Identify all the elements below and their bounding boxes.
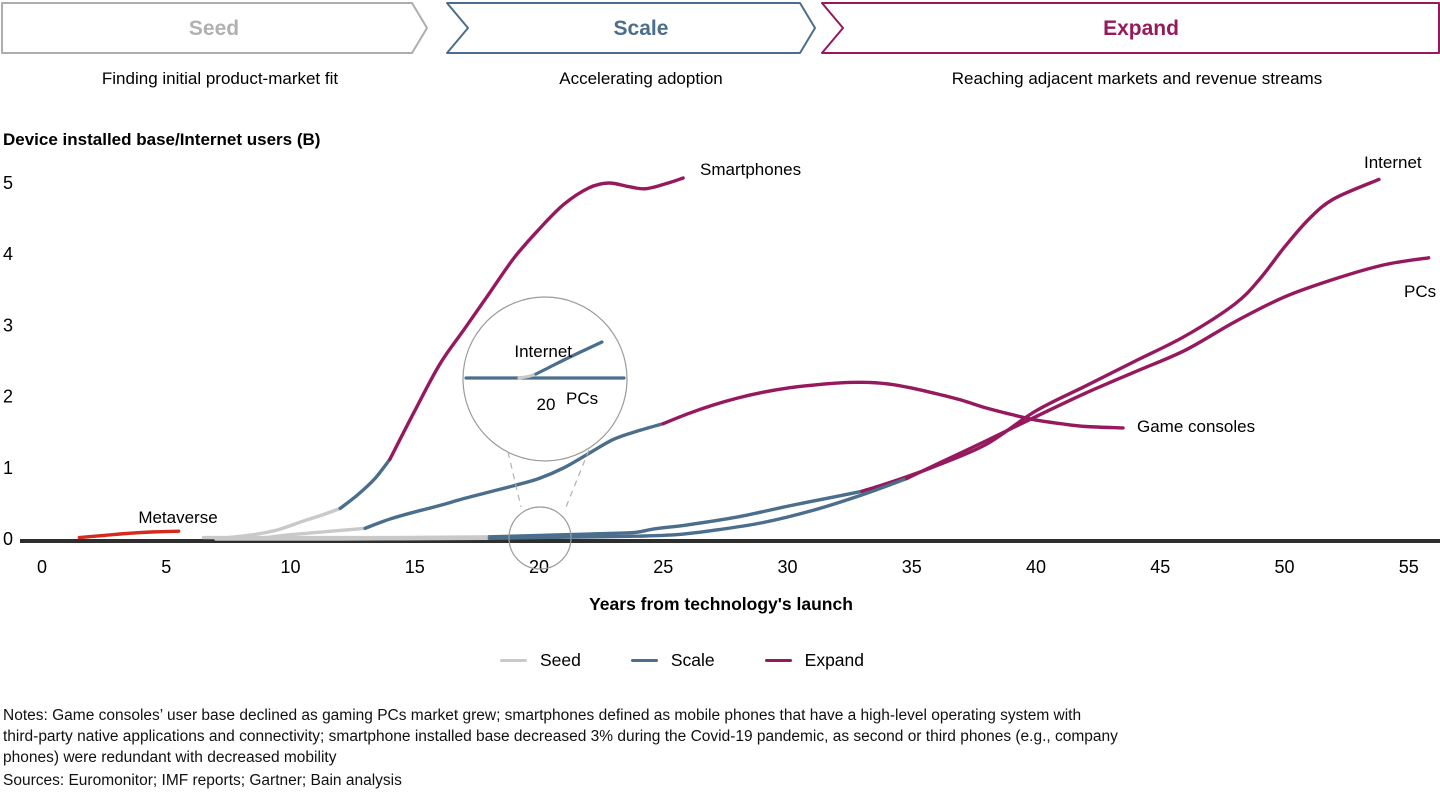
scale-phase-description: Accelerating adoption [559, 69, 723, 88]
y-tick-3: 3 [3, 315, 13, 335]
y-tick-1: 1 [3, 458, 13, 478]
x-tick-20: 20 [529, 557, 549, 577]
pcs-label: PCs [1404, 282, 1436, 301]
x-tick-10: 10 [280, 557, 300, 577]
legend: Seed Scale Expand [500, 650, 864, 671]
legend-item-expand: Expand [764, 650, 865, 671]
chart-canvas: 0 5 10 15 20 25 30 35 40 45 50 55012345InternetPCs2… [3, 153, 1440, 577]
notes-line: Notes: Game consoles’ user base declined… [3, 707, 1082, 724]
magnifier-guide-left [507, 451, 522, 508]
sources-line: Sources: Euromonitor; IMF reports; Gartn… [3, 772, 402, 789]
inset-internet-label: Internet [514, 342, 572, 361]
smartphones-expand-line [388, 176, 685, 461]
game_consoles-expand-line [661, 380, 1125, 430]
magnifier-source-circle [508, 506, 572, 570]
expand-legend-swatch [764, 658, 792, 663]
game_consoles-scale-line [363, 421, 665, 531]
expand-chevron-shape [821, 2, 1440, 54]
pcs-scale-line [487, 476, 909, 540]
x-tick-0: 0 [37, 557, 47, 577]
inset-internet-line [534, 340, 604, 376]
scale-chevron-label: Scale [614, 17, 669, 40]
pcs-expand-line [905, 256, 1431, 481]
scale-legend-swatch [630, 658, 658, 663]
y-tick-4: 4 [3, 244, 13, 264]
inset-pcs-label: PCs [566, 389, 598, 408]
notes-line: third-party native applications and conn… [3, 728, 1118, 745]
pcs-seed-line [214, 536, 491, 541]
x-axis-title: Years from technology's launch [589, 594, 853, 614]
seed-legend-label: Seed [540, 650, 581, 670]
y-tick-0: 0 [3, 529, 13, 549]
inset-internet-seed-line [517, 372, 538, 380]
smartphones-label: Smartphones [700, 160, 801, 179]
phase-chevron-banner: Seed Scale Expand [1, 2, 1440, 54]
seed-phase-description: Finding initial product-market fit [101, 69, 339, 88]
scale-legend-label: Scale [670, 650, 715, 670]
legend-item-seed: Seed [500, 650, 581, 671]
notes-line: phones) were redundant with decreased mo… [3, 749, 337, 766]
game_consoles-seed-line [263, 526, 367, 540]
seed-chevron-label: Seed [189, 17, 239, 40]
x-tick-15: 15 [405, 557, 425, 577]
smartphones-seed-line [226, 506, 342, 540]
expand-phase-description: Reaching adjacent markets and revenue st… [951, 69, 1323, 88]
expand-chevron-label: Expand [1103, 17, 1179, 40]
x-tick-55: 55 [1399, 557, 1419, 577]
x-tick-35: 35 [902, 557, 922, 577]
x-tick-25: 25 [653, 557, 673, 577]
internet-label: Internet [1364, 153, 1422, 172]
metaverse-label: Metaverse [138, 508, 217, 527]
inset-year-label: 20 [537, 395, 556, 414]
x-tick-40: 40 [1026, 557, 1046, 577]
x-tick-50: 50 [1274, 557, 1294, 577]
internet-expand-line [860, 177, 1381, 493]
chart-title: Device installed base/Internet users (B) [3, 130, 321, 149]
y-tick-2: 2 [3, 387, 13, 407]
smartphones-scale-line [338, 457, 392, 511]
legend-item-scale: Scale [630, 650, 715, 671]
y-tick-5: 5 [3, 173, 13, 193]
x-tick-5: 5 [161, 557, 171, 577]
internet-scale-line [487, 489, 864, 539]
notes-block: Notes: Game consoles’ user base declined… [3, 705, 1118, 791]
expand-legend-label: Expand [804, 650, 865, 670]
x-tick-30: 30 [777, 557, 797, 577]
x-tick-45: 45 [1150, 557, 1170, 577]
scale-chevron-shape [446, 2, 816, 54]
seed-legend-swatch [500, 658, 527, 663]
seed-chevron-shape [1, 2, 428, 54]
game_consoles-label: Game consoles [1137, 417, 1255, 436]
metaverse-metaverse-line [77, 529, 181, 540]
